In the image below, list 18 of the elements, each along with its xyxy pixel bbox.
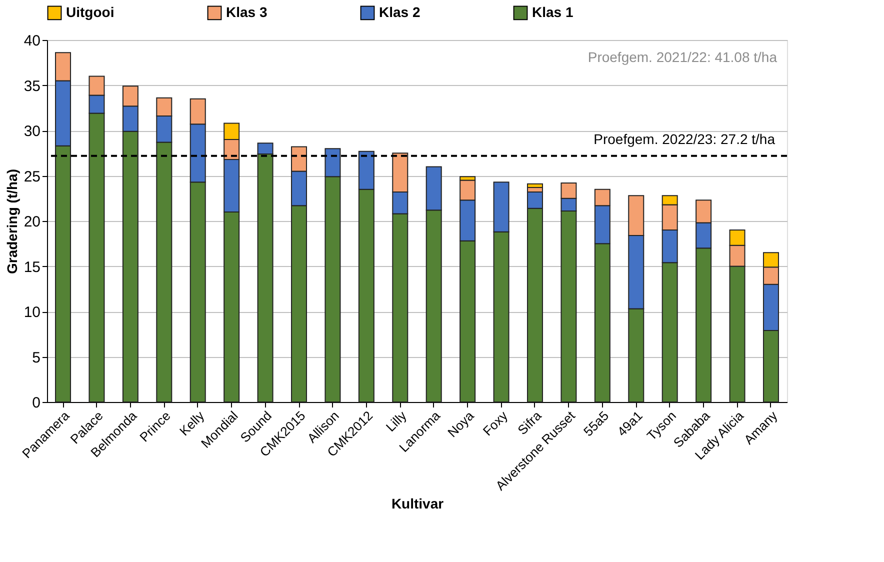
x-axis-title: Kultivar [391, 495, 444, 512]
legend-label: Klas 2 [379, 4, 420, 20]
y-tick-label: 20 [24, 214, 40, 230]
y-tick-label: 5 [32, 349, 40, 366]
legend-label: Klas 1 [532, 4, 574, 20]
annotation: Proefgem. 2021/22: 41.08 t/ha [588, 49, 778, 65]
y-axis-title: Gradering (t/ha) [4, 168, 20, 274]
y-tick-label: 30 [24, 123, 40, 140]
legend-label: Uitgooi [66, 4, 114, 20]
y-tick-label: 40 [24, 32, 40, 50]
y-tick-label: 25 [24, 168, 40, 186]
y-tick-label: 10 [24, 304, 40, 321]
y-tick-label: 35 [24, 78, 40, 95]
bar [526, 183, 543, 188]
y-tick-label: 0 [32, 394, 40, 412]
legend-label: Klas 3 [226, 4, 268, 20]
y-tick-label: 15 [24, 258, 40, 276]
ref-line-label: Proefgem. 2022/23: 27.2 t/ha [594, 130, 776, 147]
